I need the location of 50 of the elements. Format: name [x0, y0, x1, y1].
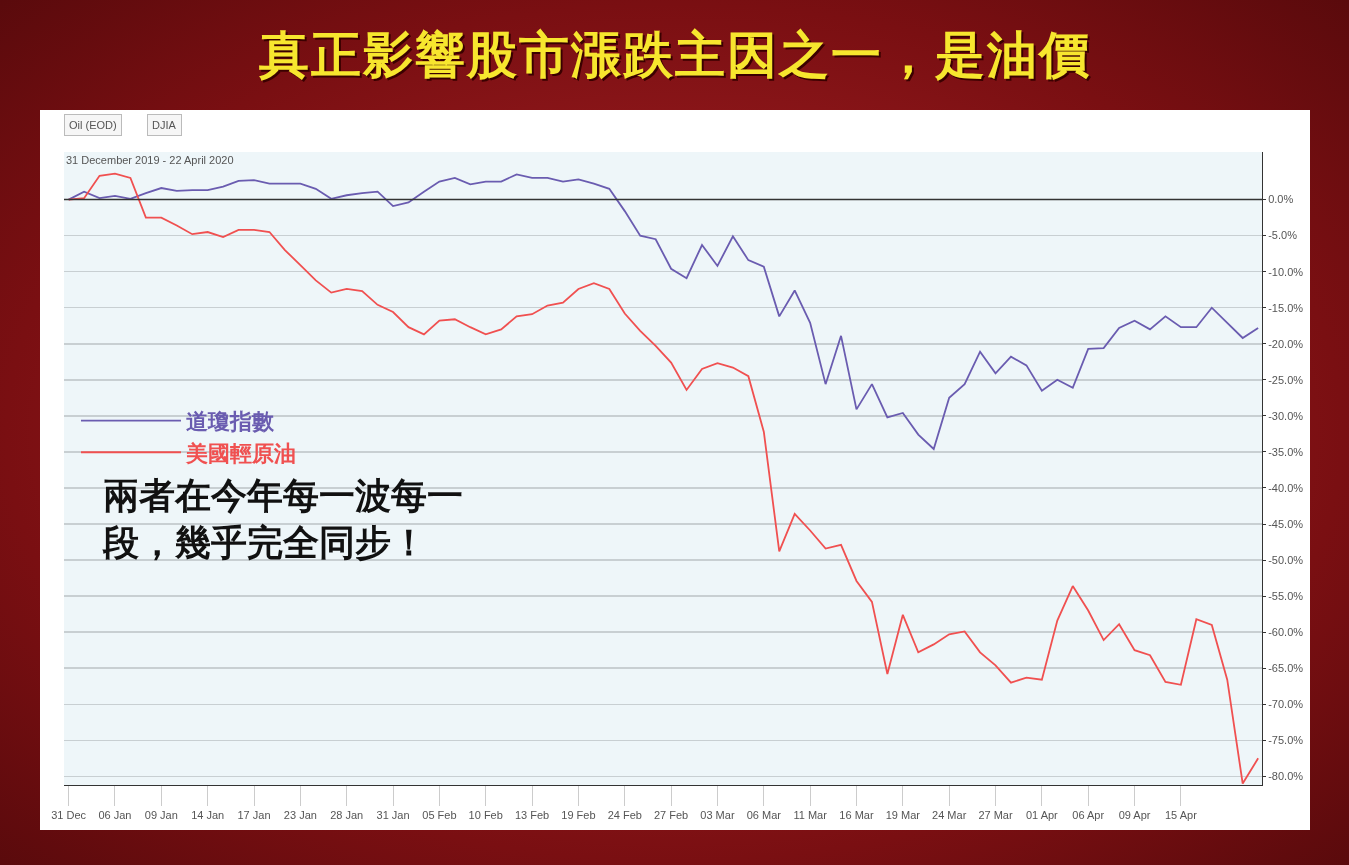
y-tick-label: -65.0% [1268, 662, 1304, 675]
x-tick-label: 23 Jan [283, 809, 317, 822]
text: Oil (EOD) [69, 119, 117, 131]
y-tick-label: -75.0% [1268, 734, 1304, 747]
y-tick-label: 0.0% [1268, 193, 1294, 206]
y-tick-label: -10.0% [1268, 265, 1304, 278]
y-tick-label: -60.0% [1268, 626, 1304, 639]
x-tick-label: 31 Dec [51, 809, 87, 822]
x-tick-label: 10 Feb [468, 809, 503, 822]
x-tick-label: 05 Feb [422, 809, 457, 822]
x-tick-label: 27 Mar [978, 809, 1013, 822]
line-series [67, 172, 1260, 785]
x-tick-label: 14 Jan [191, 809, 225, 822]
x-tick-label: 13 Feb [514, 809, 550, 822]
x-tick-label: 03 Mar [700, 809, 735, 822]
x-tick-label: 01 Apr [1025, 809, 1059, 822]
text: DJIA [152, 119, 177, 131]
x-tick-label: 24 Mar [932, 809, 967, 822]
x-tick-label: 31 Jan [376, 809, 410, 822]
y-tick-label: -55.0% [1268, 589, 1304, 602]
y-tick-label: -50.0% [1268, 553, 1304, 566]
x-tick-label: 19 Mar [885, 809, 921, 822]
x-tick-label: 11 Mar [793, 809, 828, 822]
x-tick-label: 06 Apr [1072, 809, 1105, 822]
x-tick-label: 17 Jan [237, 809, 271, 822]
y-tick-label: -25.0% [1268, 373, 1304, 386]
y-tick-label: -15.0% [1268, 301, 1304, 314]
x-tick-label: 28 Jan [330, 809, 364, 822]
y-tick-label: -30.0% [1268, 409, 1304, 422]
x-tick-label: 24 Feb [607, 809, 642, 822]
y-tick-label: -20.0% [1268, 337, 1304, 350]
x-tick-label: 15 Apr [1164, 809, 1198, 822]
x-tick-label: 19 Feb [561, 809, 596, 822]
chart-title: 真正影響股市漲跌主因之一，是油價 [257, 25, 1092, 86]
x-tick-label: 09 Apr [1118, 809, 1151, 822]
y-tick-label: -80.0% [1268, 770, 1304, 783]
x-tick-label: 16 Mar [839, 809, 874, 822]
y-tick-label: -35.0% [1268, 445, 1304, 458]
y-tick-label: -5.0% [1268, 229, 1298, 242]
legend-label: 美國輕原油 [184, 440, 296, 466]
chart-subtitle: 31 December 2019 - 22 April 2020 [66, 154, 234, 166]
x-tick-label: 06 Jan [98, 809, 132, 822]
y-tick-label: -45.0% [1268, 517, 1304, 530]
x-tick-label: 06 Mar [746, 809, 782, 822]
legend-label: 道瓊指數 [185, 409, 275, 435]
y-tick-label: -40.0% [1268, 481, 1304, 494]
y-tick-label: -70.0% [1268, 698, 1304, 711]
x-tick-label: 27 Feb [653, 809, 689, 822]
x-tick-label: 09 Jan [144, 809, 178, 822]
annotation: 兩者在今年每一波每一段，幾乎完全同步！ [102, 475, 463, 563]
